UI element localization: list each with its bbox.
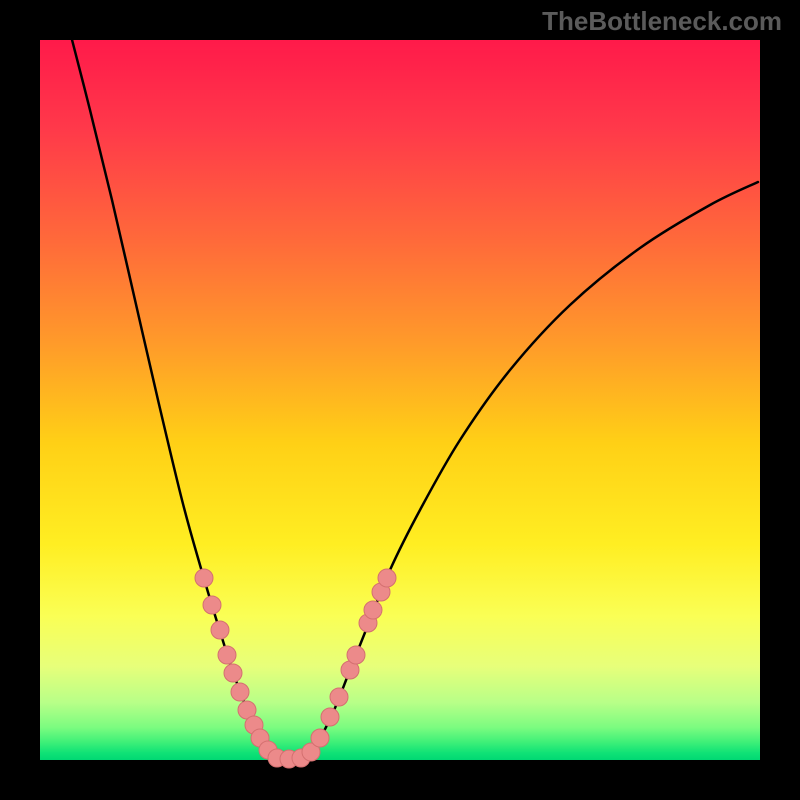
bottleneck-curve	[70, 32, 758, 759]
data-marker	[231, 683, 249, 701]
data-marker	[364, 601, 382, 619]
data-marker	[211, 621, 229, 639]
data-marker	[321, 708, 339, 726]
data-marker	[311, 729, 329, 747]
data-marker	[218, 646, 236, 664]
data-marker	[330, 688, 348, 706]
data-marker	[378, 569, 396, 587]
data-marker	[203, 596, 221, 614]
data-marker	[224, 664, 242, 682]
data-marker	[195, 569, 213, 587]
chart-overlay	[0, 0, 800, 800]
chart-container: TheBottleneck.com	[0, 0, 800, 800]
data-marker	[347, 646, 365, 664]
